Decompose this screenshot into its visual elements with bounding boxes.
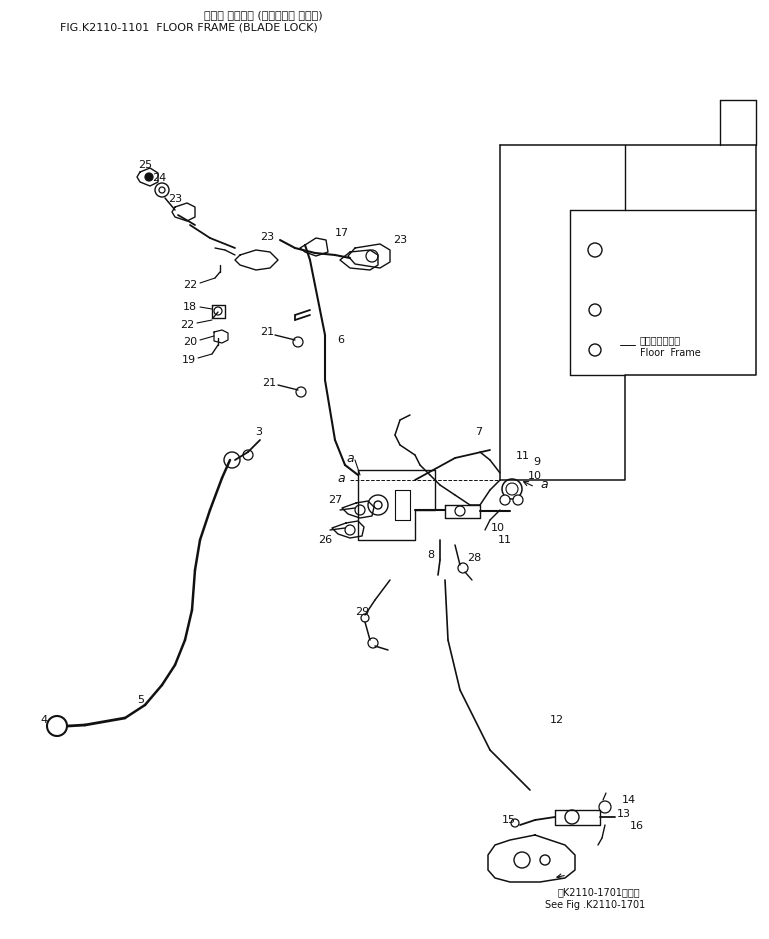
Text: 17: 17 xyxy=(335,228,349,238)
Circle shape xyxy=(588,243,602,257)
Circle shape xyxy=(361,614,369,622)
Circle shape xyxy=(355,505,365,515)
Text: 16: 16 xyxy=(630,821,644,831)
Text: 12: 12 xyxy=(550,715,564,725)
Circle shape xyxy=(513,495,523,505)
Circle shape xyxy=(145,173,153,181)
Circle shape xyxy=(159,187,165,193)
Text: 21: 21 xyxy=(262,378,276,388)
Circle shape xyxy=(500,495,510,505)
Circle shape xyxy=(47,716,67,736)
Circle shape xyxy=(368,495,388,515)
Text: 25: 25 xyxy=(138,160,152,170)
Circle shape xyxy=(368,638,378,648)
Text: 4: 4 xyxy=(40,715,47,725)
Circle shape xyxy=(293,337,303,347)
Circle shape xyxy=(589,344,601,356)
Text: 14: 14 xyxy=(622,795,636,805)
Text: 3: 3 xyxy=(255,427,262,437)
Text: 15: 15 xyxy=(502,815,516,825)
Text: See Fig .K2110-1701: See Fig .K2110-1701 xyxy=(545,900,645,910)
Circle shape xyxy=(155,183,169,197)
Circle shape xyxy=(366,250,378,262)
Circle shape xyxy=(599,801,611,813)
Text: 11: 11 xyxy=(516,451,530,461)
Text: 23: 23 xyxy=(393,235,407,245)
Circle shape xyxy=(502,479,522,499)
Text: 5: 5 xyxy=(137,695,144,705)
Circle shape xyxy=(514,852,530,868)
Text: Floor  Frame: Floor Frame xyxy=(640,348,701,358)
Text: 27: 27 xyxy=(328,495,342,505)
Text: 22: 22 xyxy=(183,280,198,290)
Circle shape xyxy=(511,819,519,827)
Circle shape xyxy=(565,810,579,824)
Text: 23: 23 xyxy=(168,194,182,204)
Circle shape xyxy=(455,506,465,516)
Circle shape xyxy=(506,483,518,495)
Text: a: a xyxy=(346,452,354,465)
Text: 8: 8 xyxy=(427,550,434,560)
Text: 24: 24 xyxy=(152,173,166,183)
Text: 11: 11 xyxy=(498,535,512,545)
Text: FIG.K2110-1101  FLOOR FRAME (BLADE LOCK): FIG.K2110-1101 FLOOR FRAME (BLADE LOCK) xyxy=(60,23,318,33)
Text: 18: 18 xyxy=(183,302,197,312)
Text: 6: 6 xyxy=(337,335,344,345)
Text: 第K2110-1701図参照: 第K2110-1701図参照 xyxy=(558,887,641,897)
Text: 13: 13 xyxy=(617,809,631,819)
Circle shape xyxy=(345,525,355,535)
Circle shape xyxy=(243,450,253,460)
Circle shape xyxy=(458,563,468,573)
Circle shape xyxy=(374,501,382,509)
Text: 10: 10 xyxy=(491,523,505,533)
Circle shape xyxy=(296,387,306,397)
Text: 22: 22 xyxy=(180,320,195,330)
Circle shape xyxy=(540,855,550,865)
Text: フロア フレーム (ブレード・ ロック): フロア フレーム (ブレード・ ロック) xyxy=(204,10,322,20)
Text: 20: 20 xyxy=(183,337,197,347)
Text: 10: 10 xyxy=(528,471,542,481)
Text: a: a xyxy=(540,479,548,491)
Text: 7: 7 xyxy=(475,427,482,437)
Text: 21: 21 xyxy=(260,327,274,337)
Text: フロアフレーム: フロアフレーム xyxy=(640,335,681,345)
Text: 26: 26 xyxy=(318,535,332,545)
Text: a: a xyxy=(338,471,345,485)
Circle shape xyxy=(589,304,601,316)
Text: 29: 29 xyxy=(355,607,369,617)
Text: 9: 9 xyxy=(533,457,540,467)
Circle shape xyxy=(224,452,240,468)
Text: 28: 28 xyxy=(467,553,481,563)
Text: 19: 19 xyxy=(182,355,196,365)
Text: 23: 23 xyxy=(260,232,274,242)
Circle shape xyxy=(214,307,222,315)
